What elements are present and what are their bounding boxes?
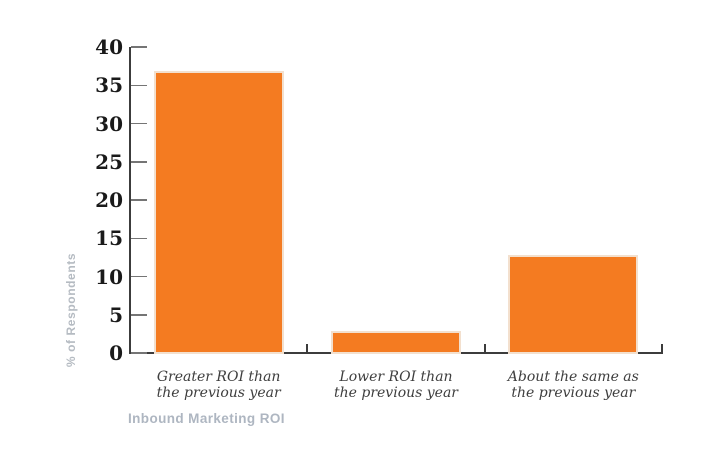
category-label: Lower ROI than the previous year [333, 369, 459, 401]
y-tick-mark [131, 84, 147, 86]
y-tick-label: 10 [95, 264, 123, 289]
y-tick-mark [131, 199, 147, 201]
y-tick-label: 35 [95, 73, 123, 98]
y-tick-mark [131, 237, 147, 239]
y-tick-mark [131, 352, 147, 354]
category-label: Greater ROI than the previous year [156, 369, 281, 401]
y-tick-label: 25 [95, 149, 123, 174]
y-tick-label: 40 [95, 35, 123, 59]
y-axis-title: % of Respondents [64, 252, 78, 368]
y-tick-mark [131, 122, 147, 125]
x-boundary-tick [306, 344, 309, 353]
y-tick-mark [131, 275, 147, 278]
y-tick-label: 30 [95, 111, 123, 136]
y-tick-label: 0 [109, 341, 123, 365]
category-label: About the same as the previous year [507, 369, 639, 401]
y-tick-mark [131, 314, 147, 316]
x-boundary-tick [483, 344, 486, 353]
y-tick-label: 20 [95, 188, 123, 212]
chart-caption: Inbound Marketing ROI [128, 411, 285, 426]
bar [153, 70, 284, 354]
x-boundary-tick [661, 344, 663, 353]
y-tick-label: 5 [109, 302, 123, 327]
bar [331, 331, 461, 354]
y-tick-label: 15 [95, 226, 123, 251]
y-axis-line [129, 47, 131, 353]
y-tick-mark [131, 46, 147, 48]
y-tick-mark [131, 161, 147, 163]
bar [508, 254, 639, 354]
